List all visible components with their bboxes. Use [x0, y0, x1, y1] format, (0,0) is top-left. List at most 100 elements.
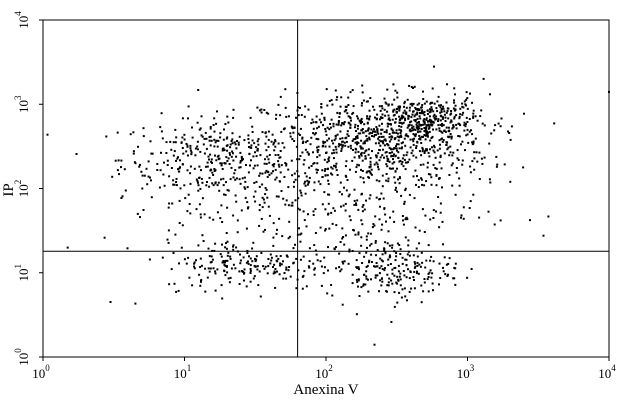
data-point: [199, 213, 202, 216]
data-point: [378, 159, 381, 162]
data-point: [473, 151, 476, 154]
data-point: [426, 134, 429, 137]
data-point: [299, 233, 302, 236]
data-point: [203, 137, 206, 140]
data-point: [418, 115, 421, 118]
data-point: [170, 148, 173, 151]
data-point: [470, 268, 473, 270]
data-point: [205, 165, 207, 168]
data-point: [170, 167, 173, 169]
data-point: [312, 214, 315, 216]
data-point: [234, 267, 237, 270]
data-point: [379, 109, 382, 112]
data-point: [365, 135, 368, 138]
data-point: [181, 136, 184, 139]
data-point: [457, 159, 460, 161]
data-point: [239, 161, 242, 164]
data-point: [224, 261, 226, 264]
data-point: [349, 91, 352, 94]
data-point: [438, 129, 441, 132]
data-point: [422, 98, 425, 100]
data-point: [219, 132, 222, 135]
data-point: [313, 162, 316, 164]
data-point: [276, 270, 278, 273]
data-point: [332, 125, 335, 128]
data-point: [467, 141, 470, 144]
data-point: [267, 145, 270, 148]
data-point: [160, 130, 163, 133]
data-point: [432, 209, 435, 212]
data-point: [421, 183, 423, 186]
data-point: [191, 126, 193, 129]
data-point: [380, 140, 382, 143]
data-point: [439, 211, 442, 214]
data-point: [461, 102, 464, 105]
data-point: [344, 202, 347, 205]
data-point: [381, 223, 384, 226]
data-point: [259, 172, 262, 175]
data-point: [427, 131, 430, 134]
data-point: [329, 126, 332, 129]
data-point: [395, 255, 398, 258]
data-point: [404, 144, 407, 147]
data-point: [457, 135, 460, 137]
data-point: [160, 151, 162, 154]
data-point: [187, 105, 190, 108]
data-point: [301, 136, 304, 139]
data-point: [380, 192, 383, 195]
data-point: [293, 140, 296, 142]
data-point: [277, 103, 280, 106]
data-point: [349, 126, 352, 129]
data-point: [367, 129, 369, 132]
data-point: [314, 208, 317, 211]
data-point: [186, 210, 189, 213]
data-point: [247, 138, 250, 140]
data-point: [398, 176, 401, 179]
data-point: [403, 287, 406, 290]
data-point: [208, 216, 211, 219]
data-point: [348, 248, 351, 251]
data-point: [292, 262, 295, 265]
data-point: [455, 171, 458, 174]
data-point: [421, 146, 424, 149]
data-point: [509, 138, 512, 141]
data-point: [391, 272, 394, 275]
data-point: [363, 140, 366, 143]
data-point: [267, 171, 270, 174]
data-point: [445, 263, 448, 266]
data-point: [387, 258, 390, 261]
data-point: [219, 253, 222, 256]
x-axis-ticks: 100 101 102 103 104: [32, 357, 616, 381]
data-point: [404, 119, 407, 122]
data-point: [423, 114, 426, 116]
data-point: [325, 152, 327, 154]
data-point: [165, 141, 168, 144]
data-point: [365, 277, 368, 280]
data-point: [234, 194, 237, 197]
data-point: [357, 132, 360, 135]
data-point: [384, 114, 387, 117]
y-tick-label: 103: [13, 95, 31, 113]
data-point: [354, 233, 357, 236]
plot-frame: [42, 19, 610, 358]
data-point: [317, 125, 320, 128]
data-point: [356, 199, 359, 202]
data-point: [429, 148, 431, 151]
data-point: [388, 146, 391, 149]
data-point: [419, 117, 422, 120]
data-point: [173, 183, 176, 186]
data-point: [254, 151, 256, 154]
data-point: [232, 159, 235, 162]
data-point: [390, 279, 393, 282]
data-point: [206, 276, 209, 279]
data-point: [245, 261, 248, 264]
data-point: [367, 128, 370, 130]
data-point: [189, 147, 192, 150]
data-point: [425, 149, 428, 152]
data-point: [294, 199, 297, 202]
data-point: [405, 113, 408, 116]
data-point: [201, 181, 204, 184]
data-point: [370, 278, 372, 281]
data-point: [347, 145, 350, 148]
data-point: [197, 184, 200, 187]
